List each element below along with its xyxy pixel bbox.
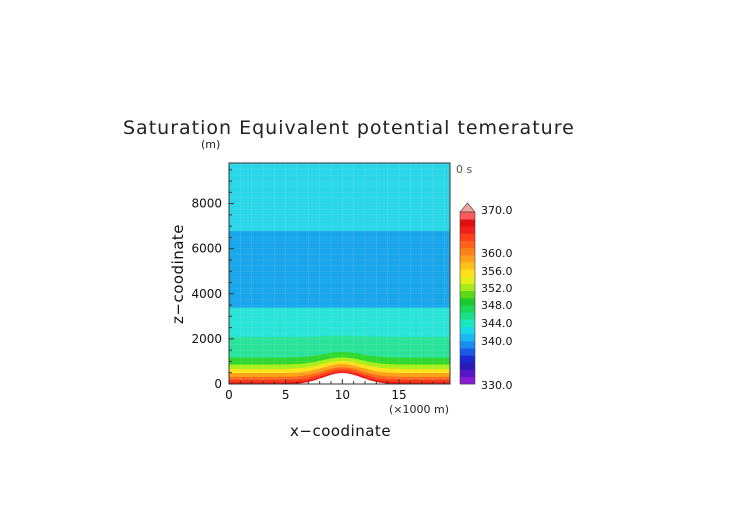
- contour-layer: [228, 230, 451, 308]
- colorbar-segment: [460, 219, 475, 227]
- colorbar-segment: [460, 247, 475, 256]
- colorbar-segment: [460, 376, 475, 385]
- colorbar-label: 352.0: [481, 282, 513, 295]
- contour-field: [228, 162, 451, 385]
- x-tick-label: 15: [391, 388, 406, 402]
- colorbar-segment: [460, 212, 475, 220]
- colorbar-segment: [460, 255, 475, 263]
- x-axis: 0 5 10 15: [225, 379, 450, 402]
- time-label: 0 s: [456, 163, 472, 176]
- colorbar-segment: [460, 319, 475, 327]
- y-tick-label: 4000: [191, 287, 222, 301]
- y-tick-label: 2000: [191, 332, 222, 346]
- colorbar: 370.0 360.0 356.0 352.0 348.0 344.0 340.0 330.0: [459, 202, 513, 392]
- colorbar-label: 360.0: [481, 247, 513, 260]
- y-axis: 0 2000 4000 6000 8000: [191, 169, 234, 391]
- colorbar-label: 348.0: [481, 299, 513, 312]
- colorbar-segment: [460, 233, 475, 241]
- y-tick-label: 0: [214, 377, 222, 391]
- colorbar-segment: [460, 262, 475, 270]
- colorbar-extend-arrow: [459, 202, 476, 213]
- y-tick-label: 8000: [191, 197, 222, 211]
- colorbar-segment: [460, 312, 475, 320]
- colorbar-segment: [460, 341, 475, 349]
- y-tick-label: 6000: [191, 242, 222, 256]
- colorbar-segment: [460, 290, 475, 299]
- x-axis-unit: (×1000 m): [389, 403, 449, 416]
- colorbar-label: 370.0: [481, 204, 513, 217]
- colorbar-label: 344.0: [481, 317, 513, 330]
- colorbar-segment: [460, 298, 475, 306]
- colorbar-segment: [460, 226, 475, 234]
- x-axis-label: x−coodinate: [290, 422, 391, 440]
- colorbar-segment: [460, 326, 475, 335]
- colorbar-segment: [460, 305, 475, 313]
- colorbar-segment: [460, 355, 475, 363]
- colorbar-segment: [460, 283, 475, 292]
- colorbar-segment: [460, 369, 475, 378]
- y-axis-unit: (m): [201, 138, 220, 151]
- chart-title: Saturation Equivalent potential temeratu…: [123, 117, 575, 139]
- colorbar-label: 356.0: [481, 265, 513, 278]
- colorbar-segment: [460, 240, 475, 249]
- colorbar-segment: [460, 269, 475, 277]
- x-tick-label: 0: [225, 388, 233, 402]
- x-tick-label: 10: [335, 388, 350, 402]
- colorbar-frame: [459, 211, 476, 385]
- colorbar-segment: [460, 333, 475, 342]
- colorbar-segment: [460, 348, 475, 356]
- colorbar-label: 330.0: [481, 379, 513, 392]
- x-tick-label: 5: [282, 388, 290, 402]
- colorbar-segment: [460, 362, 475, 370]
- colorbar-label: 340.0: [481, 335, 513, 348]
- colorbar-segment: [460, 276, 475, 284]
- y-axis-label: z−coodinate: [169, 224, 187, 324]
